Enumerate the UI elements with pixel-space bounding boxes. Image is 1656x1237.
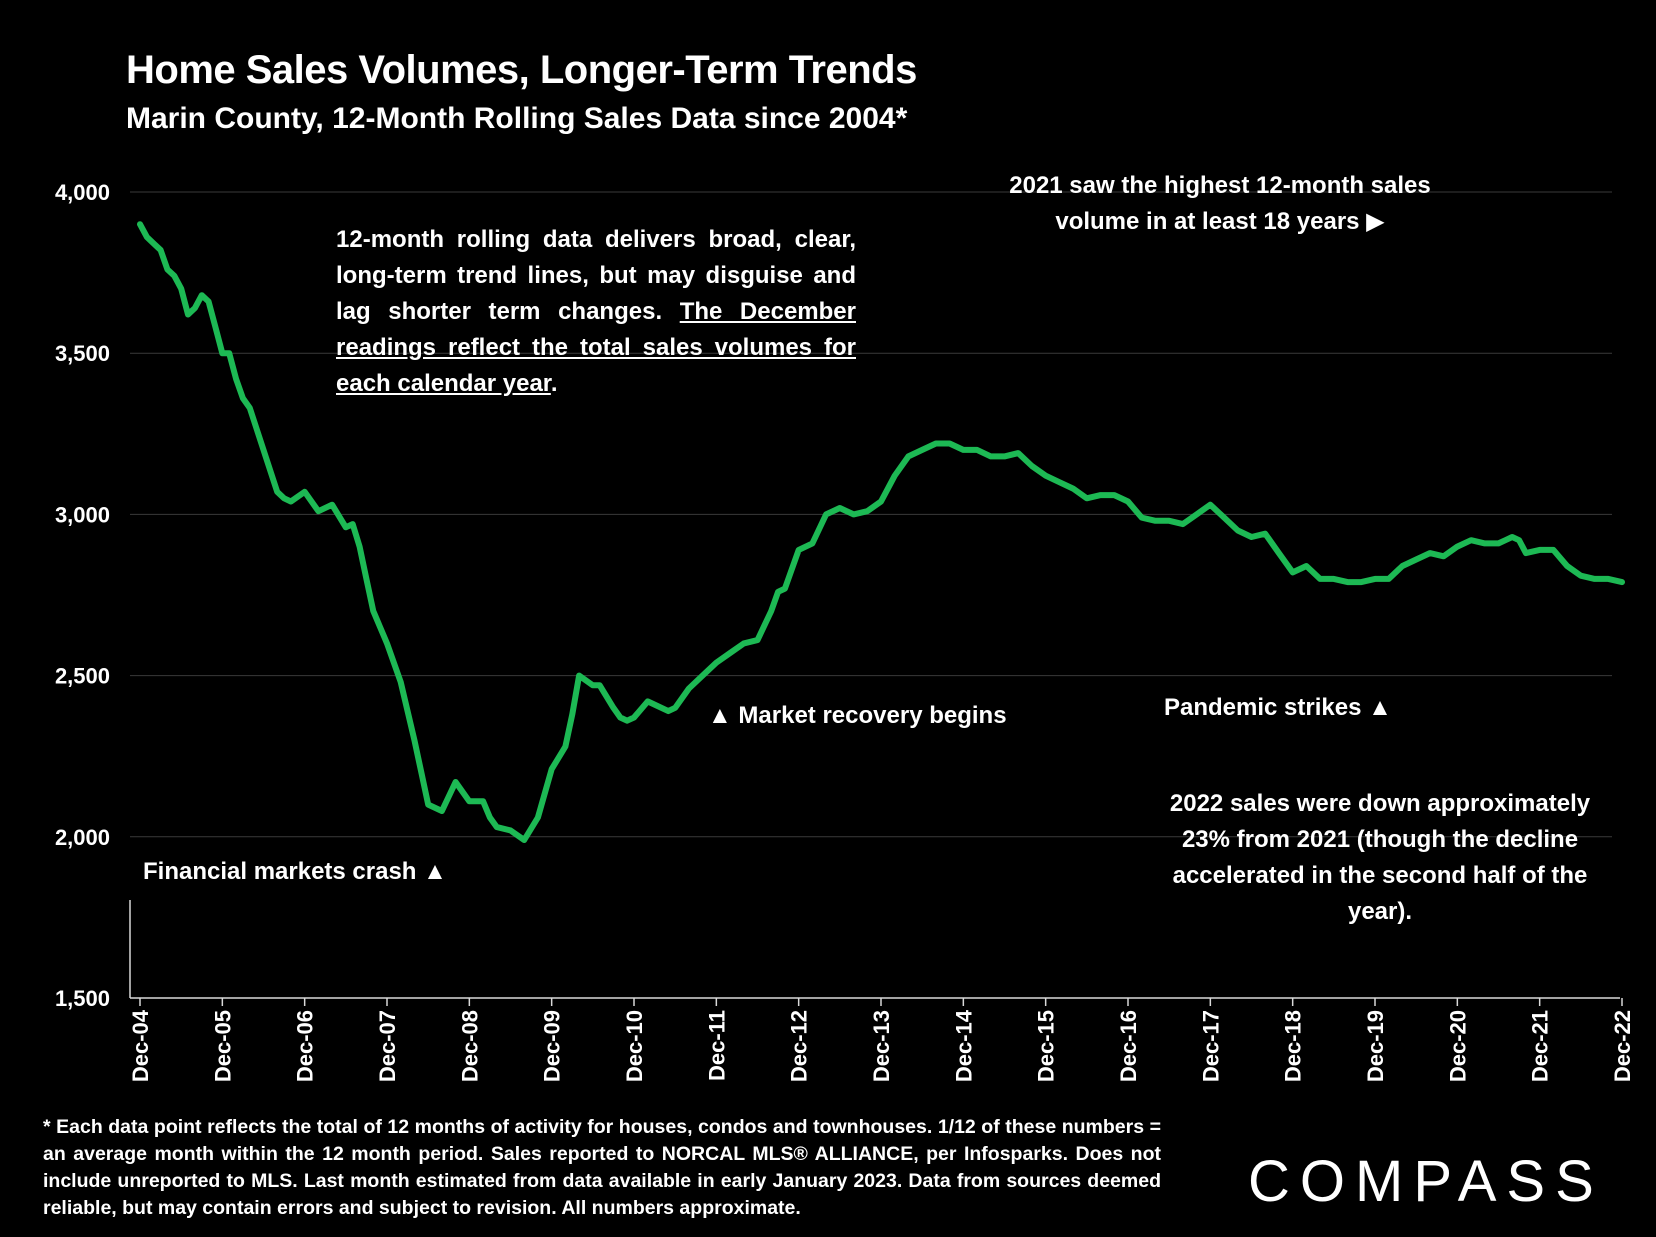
x-tick-label: Dec-16 <box>1116 1010 1141 1082</box>
note-rolling-underlined: The December readings reflect the total … <box>336 298 856 397</box>
y-tick-label: 2,500 <box>55 664 110 689</box>
x-tick-label: Dec-11 <box>704 1010 729 1081</box>
note-2022-decline: 2022 sales were down approximately 23% f… <box>1169 790 1591 925</box>
note-rolling-text: 12-month rolling data delivers broad, cl… <box>336 226 856 325</box>
x-tick-label: Dec-10 <box>622 1010 647 1082</box>
chart-subtitle: Marin County, 12-Month Rolling Sales Dat… <box>126 102 908 135</box>
x-tick-label: Dec-19 <box>1363 1010 1388 1082</box>
series-line <box>137 221 1625 843</box>
x-tick-label: Dec-07 <box>375 1010 400 1082</box>
y-tick-label: 3,500 <box>55 341 110 366</box>
x-tick-label: Dec-18 <box>1281 1010 1306 1082</box>
note-rolling-data: 12-month rolling data delivers broad, cl… <box>336 222 856 402</box>
y-tick-label: 2,000 <box>55 825 110 850</box>
annotation-financial-crash: Financial markets crash ▲ <box>143 858 447 885</box>
y-tick-label: 3,000 <box>55 502 110 527</box>
x-tick-label: Dec-15 <box>1034 1010 1059 1082</box>
x-tick-label: Dec-17 <box>1198 1010 1223 1082</box>
x-tick-label: Dec-14 <box>951 1009 976 1082</box>
x-tick-label: Dec-06 <box>293 1010 318 1082</box>
x-axis: Dec-04 Dec-05 Dec-06 Dec-07 Dec-08 Dec-09 Dec-… <box>128 900 1635 1082</box>
note-2021-peak: 2021 saw the highest 12-month sales volu… <box>1009 172 1431 235</box>
x-tick-label: Dec-20 <box>1445 1010 1470 1082</box>
y-tick-label: 4,000 <box>55 180 110 205</box>
annotation-pandemic: Pandemic strikes ▲ <box>1164 694 1392 721</box>
x-tick-label: Dec-13 <box>869 1010 894 1082</box>
x-tick-label: Dec-05 <box>210 1010 235 1082</box>
y-tick-label: 1,500 <box>55 986 110 1011</box>
footnote: * Each data point reflects the total of … <box>43 1116 1161 1219</box>
gridlines <box>130 191 1612 838</box>
y-axis: 1,500 2,000 2,500 3,000 3,500 4,000 <box>55 180 110 1011</box>
annotation-market-recovery: ▲ Market recovery begins <box>708 702 1007 729</box>
x-tick-label: Dec-09 <box>540 1010 565 1082</box>
x-tick-label: Dec-08 <box>457 1010 482 1082</box>
chart-title: Home Sales Volumes, Longer-Term Trends <box>126 48 917 92</box>
x-tick-label: Dec-04 <box>128 1009 153 1082</box>
note-rolling-end: . <box>550 370 558 397</box>
x-tick-label: Dec-21 <box>1528 1010 1553 1082</box>
x-tick-label: Dec-12 <box>787 1010 812 1082</box>
x-tick-label: Dec-22 <box>1610 1010 1635 1082</box>
compass-logo: COMPASS <box>1248 1149 1604 1214</box>
